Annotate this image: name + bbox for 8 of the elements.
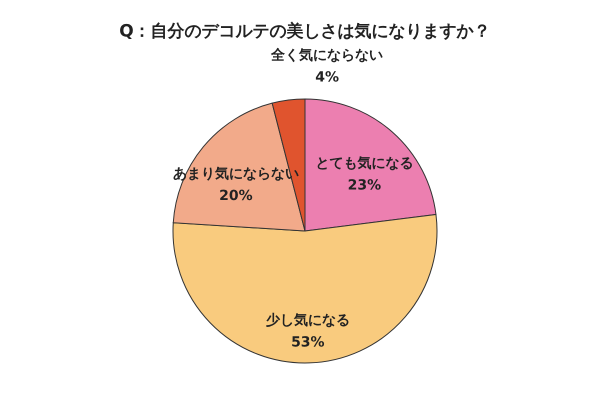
slice-label: 少し気になる bbox=[266, 312, 350, 329]
data-label: 53% bbox=[291, 334, 325, 351]
data-label: 23% bbox=[348, 178, 382, 194]
chart-title: Q：自分のデコルテの美しさは気になりますか？ bbox=[119, 21, 491, 42]
slice-label: とても気になる bbox=[315, 156, 414, 172]
slice-label: 全く気にならない bbox=[270, 47, 384, 64]
data-label: 20% bbox=[219, 188, 253, 204]
data-label: 4% bbox=[315, 69, 340, 86]
